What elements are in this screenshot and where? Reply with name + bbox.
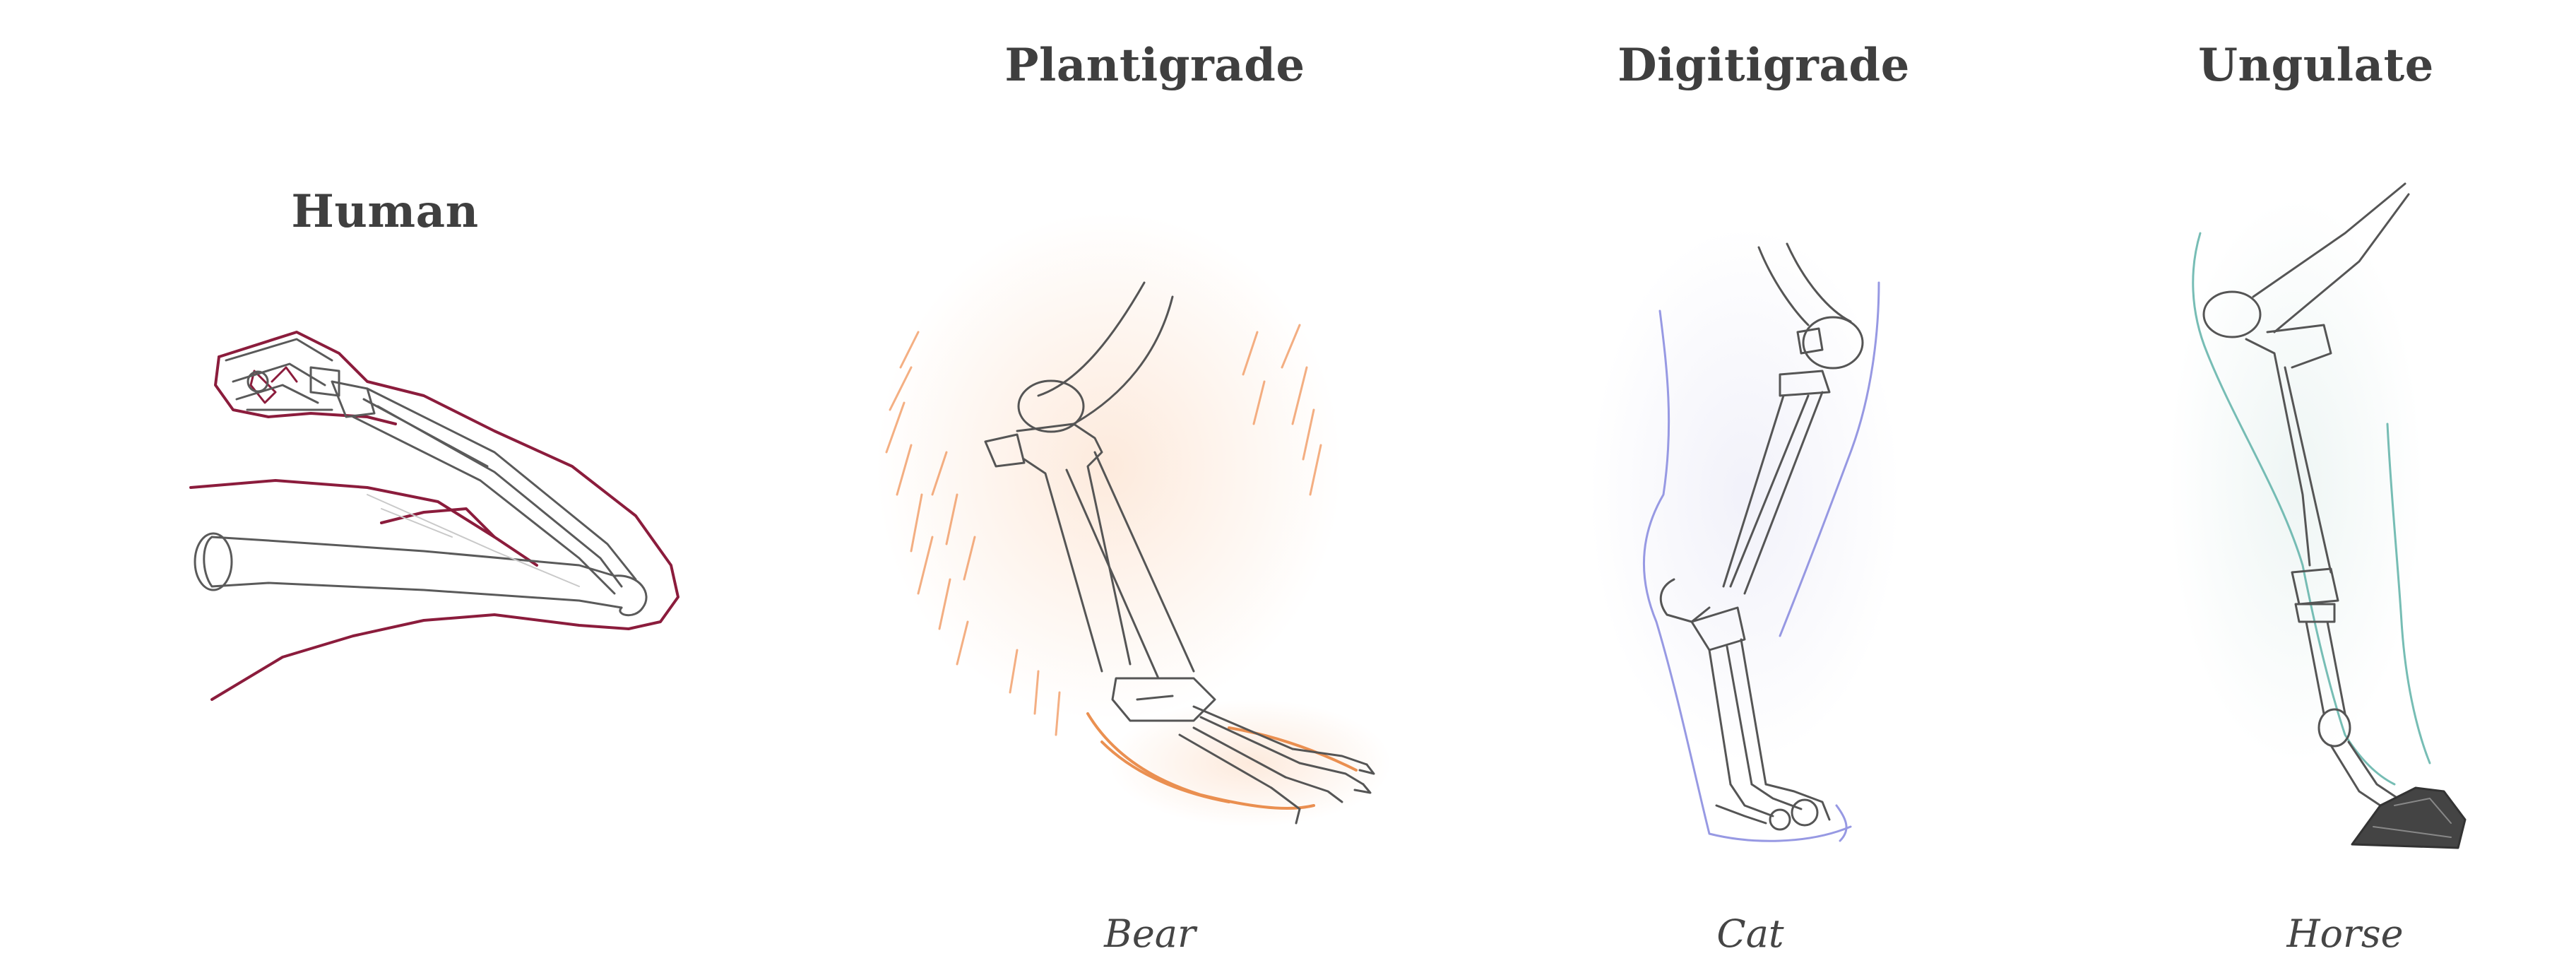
human-arm-drawing [189, 331, 679, 701]
hoof-icon [2351, 786, 2467, 849]
caption-bear: Bear [1104, 911, 1196, 956]
heading-digitigrade: Digitigrade [1618, 39, 1910, 92]
caption-cat: Cat [1716, 911, 1784, 956]
heading-ungulate: Ungulate [2198, 39, 2434, 92]
caption-horse: Horse [2286, 911, 2404, 956]
heading-human: Human [291, 185, 479, 238]
horse-leg-drawing [2168, 182, 2467, 849]
bear-leg-drawing [876, 212, 1391, 827]
cat-leg-drawing [1589, 226, 1900, 842]
heading-plantigrade: Plantigrade [1004, 39, 1305, 92]
